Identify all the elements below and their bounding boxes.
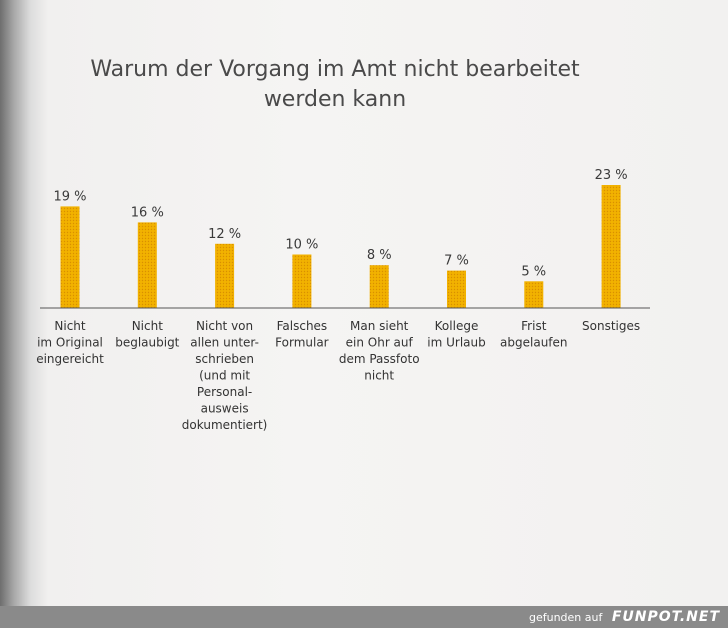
bar-6 <box>447 270 466 308</box>
category-label-line: Nicht <box>132 319 164 333</box>
category-label-line: abgelaufen <box>500 336 567 350</box>
category-label-line: Personal- <box>197 385 252 399</box>
footer-brand-logo: FUNPOT.NET <box>611 609 720 625</box>
scanned-page: Warum der Vorgang im Amt nicht bearbeite… <box>0 0 728 606</box>
bar-value-label-4: 10 % <box>285 238 318 253</box>
category-label-line: beglaubigt <box>115 336 179 350</box>
bar-value-label-8: 23 % <box>595 168 628 183</box>
chart-title-line-1: Warum der Vorgang im Amt nicht bearbeite… <box>90 57 580 82</box>
bar-chart: 19 % 16 % 12 % 10 % 8 % 7 % 5 % 23 % Nicht im Or… <box>36 168 650 432</box>
category-label-3: Nicht von allen unter-schrieben (und mit Pe… <box>182 319 268 432</box>
category-label-line: ausweis <box>201 402 249 416</box>
bar-value-label-7: 5 % <box>521 264 546 279</box>
bar-value-label-6: 7 % <box>444 254 469 269</box>
footer-bar: gefunden auf FUNPOT.NET <box>0 606 728 628</box>
category-label-line: dokumentiert) <box>182 418 268 432</box>
footer-prefix: gefunden auf <box>528 611 603 624</box>
bar-value-label-5: 8 % <box>367 248 392 263</box>
category-label-line: schrieben <box>195 352 254 366</box>
footer-credit: gefunden auf FUNPOT.NET <box>529 609 720 626</box>
category-label-line: Falsches <box>277 319 328 333</box>
category-label-line: dem Passfoto <box>339 352 420 366</box>
bar-2 <box>137 222 157 308</box>
bar-7 <box>524 281 544 308</box>
category-label-line: nicht <box>364 369 394 383</box>
category-label-4: Falsches Formular <box>275 319 329 350</box>
bars-group: 19 % 16 % 12 % 10 % 8 % 7 % 5 % 23 % <box>53 168 628 308</box>
category-label-line: eingereicht <box>36 352 104 366</box>
category-label-line: Sonstiges <box>582 319 640 333</box>
chart-title: Warum der Vorgang im Amt nicht bearbeite… <box>60 55 610 115</box>
category-label-line: Man sieht <box>350 319 409 333</box>
category-label-2: Nicht beglaubigt <box>115 319 179 350</box>
chart-title-line-2: werden kann <box>263 87 407 112</box>
bar-8 <box>601 185 621 308</box>
category-label-line: allen unter- <box>190 336 259 350</box>
category-label-line: Formular <box>275 336 329 350</box>
category-label-8: Sonstiges <box>582 319 640 333</box>
bar-value-label-1: 19 % <box>53 189 86 204</box>
category-label-5: Man sieht ein Ohr auf dem Passfoto nicht <box>339 319 420 383</box>
category-label-line: Kollege <box>435 319 479 333</box>
category-label-line: (und mit <box>199 369 250 383</box>
category-label-line: im Urlaub <box>427 336 485 350</box>
bar-1 <box>60 206 80 308</box>
bar-5 <box>369 265 389 308</box>
bar-value-label-3: 12 % <box>208 227 241 242</box>
category-label-line: Nicht <box>54 319 86 333</box>
category-label-7: Frist abgelaufen <box>500 319 567 350</box>
category-label-line: Nicht von <box>196 319 253 333</box>
category-label-line: ein Ohr auf <box>346 336 414 350</box>
category-label-line: Frist <box>521 319 547 333</box>
bar-4 <box>292 254 312 308</box>
category-label-6: Kollege im Urlaub <box>427 319 485 350</box>
category-label-line: im Original <box>37 336 103 350</box>
category-labels-group: Nicht im Original eingereicht Nicht beglaubi… <box>36 319 640 432</box>
bar-3 <box>215 243 235 308</box>
category-label-1: Nicht im Original eingereicht <box>36 319 104 366</box>
bar-value-label-2: 16 % <box>131 205 164 220</box>
